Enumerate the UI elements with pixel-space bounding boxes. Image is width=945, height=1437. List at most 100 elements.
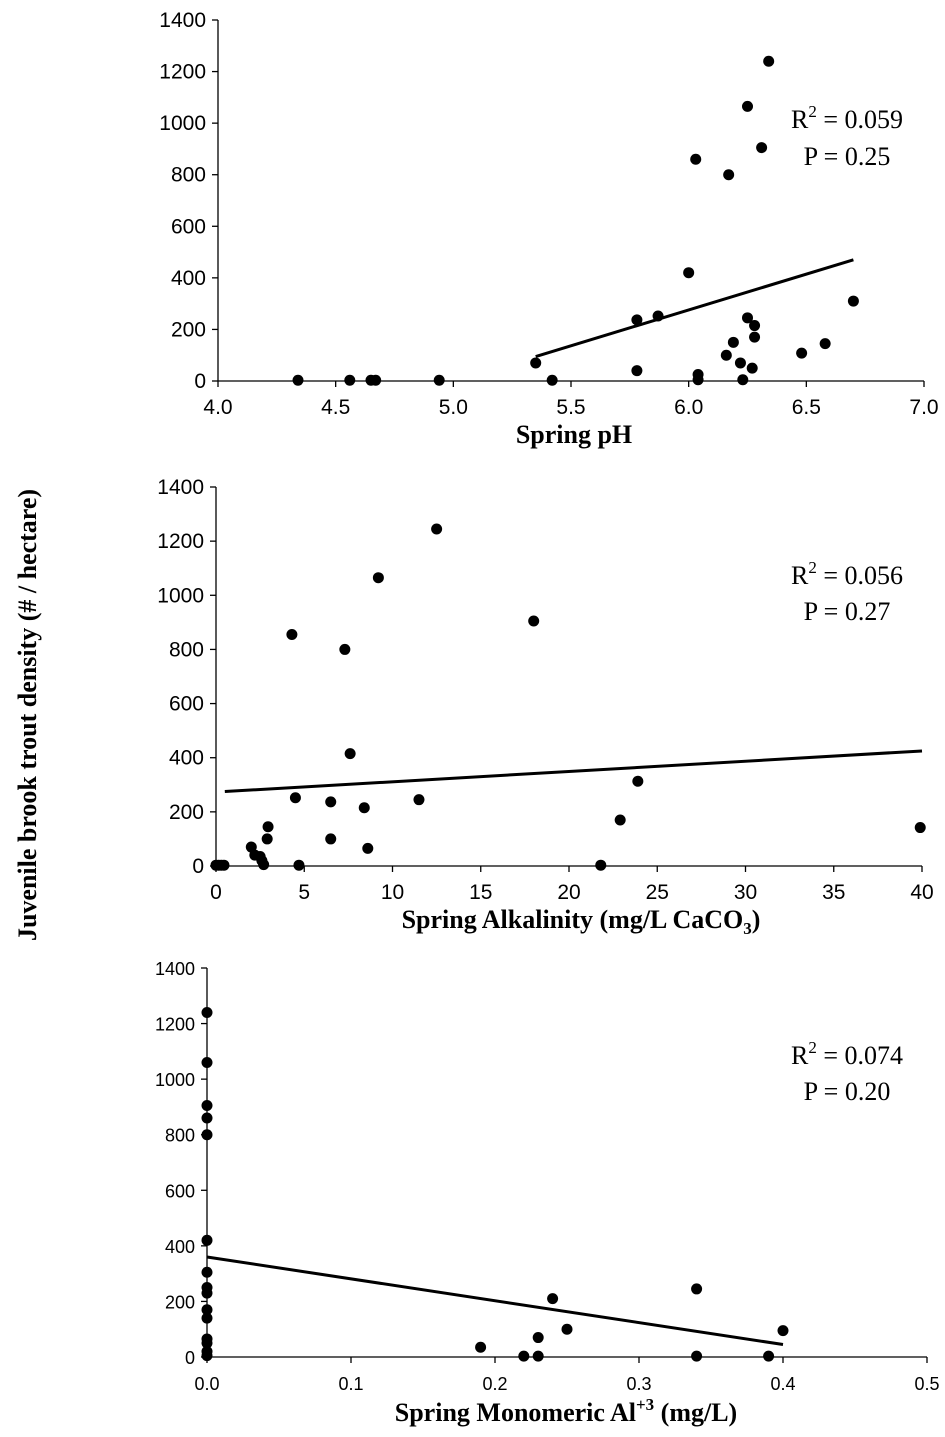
data-point	[595, 859, 607, 871]
data-point	[631, 314, 643, 326]
x-axis-label-ph: Spring pH	[516, 420, 632, 449]
data-point	[413, 794, 425, 806]
data-point	[819, 338, 831, 350]
data-point	[289, 792, 301, 804]
data-point	[286, 629, 298, 641]
data-point	[763, 55, 775, 67]
y-tick-label: 1400	[155, 959, 195, 979]
data-point	[201, 1234, 213, 1246]
data-point	[749, 331, 761, 343]
data-point	[914, 822, 926, 834]
panel-monomeric-al: Spring Monomeric Al+3 (mg/L) 0 200 400 600 8…	[155, 959, 940, 1427]
data-point	[201, 1312, 213, 1324]
r-squared-annotation: R2 = 0.059	[791, 102, 903, 134]
data-point	[631, 365, 643, 377]
data-point	[546, 374, 558, 386]
data-point	[532, 1350, 544, 1362]
x-tick-label: 15	[469, 881, 492, 904]
r-squared-value: = 0.074	[817, 1041, 903, 1070]
data-point	[325, 796, 337, 808]
x-axis-label-al-main: Spring Monomeric Al	[395, 1398, 636, 1427]
data-point	[358, 802, 370, 814]
y-tick-label: 200	[165, 1292, 195, 1312]
p-value-annotation: P = 0.20	[804, 1077, 891, 1106]
regression-line	[206, 1255, 784, 1346]
data-point	[325, 833, 337, 845]
r-squared-annotation: R2 = 0.056	[791, 558, 903, 590]
data-point	[532, 1332, 544, 1344]
y-tick-label: 1200	[159, 61, 206, 84]
data-point	[777, 1325, 789, 1337]
data-point	[632, 775, 644, 787]
x-axis-label-al-sup: +3	[636, 1395, 654, 1414]
x-tick-label: 20	[557, 881, 580, 904]
data-point	[218, 859, 230, 871]
data-point	[475, 1341, 487, 1353]
data-point	[258, 859, 270, 871]
data-point	[262, 821, 274, 833]
data-point	[720, 349, 732, 361]
data-point	[201, 1112, 213, 1124]
data-point	[746, 362, 758, 374]
panel-alkalinity: Spring Alkalinity (mg/L CaCO3) 020040060…	[157, 476, 933, 938]
x-axis-label-alkalinity-main: Spring Alkalinity (mg/L CaCO	[402, 905, 744, 934]
y-tick-label: 200	[169, 801, 204, 824]
y-tick-label: 1400	[157, 476, 204, 499]
y-tick-label: 600	[169, 693, 204, 716]
data-point	[723, 169, 735, 181]
data-point	[292, 374, 304, 386]
x-tick-label: 0.5	[914, 1374, 939, 1394]
data-point	[652, 310, 664, 322]
data-point	[742, 100, 753, 112]
data-point	[561, 1323, 573, 1335]
r-squared-annotation: R2 = 0.074	[791, 1038, 903, 1070]
y-tick-label: 600	[165, 1181, 195, 1201]
y-tick-label: 0	[185, 1348, 195, 1368]
y-tick-label: 400	[165, 1237, 195, 1257]
data-point	[362, 842, 374, 854]
r-squared-superscript: 2	[808, 1038, 817, 1057]
y-tick-label: 1400	[159, 9, 206, 32]
data-point	[691, 1350, 703, 1362]
x-tick-label: 6.0	[674, 396, 703, 419]
data-point	[690, 153, 702, 165]
x-tick-label: 40	[910, 881, 933, 904]
data-point	[201, 1266, 213, 1278]
data-point	[847, 295, 859, 307]
data-point	[742, 312, 753, 324]
x-tick-label: 5.5	[556, 396, 585, 419]
data-point	[201, 1006, 213, 1018]
y-tick-label: 1000	[159, 112, 206, 135]
x-tick-label: 0	[210, 881, 222, 904]
y-tick-label: 800	[169, 638, 204, 661]
x-axis-label-alkalinity-end: )	[752, 905, 761, 934]
data-point	[261, 833, 273, 845]
x-axis-label-al: Spring Monomeric Al+3 (mg/L)	[395, 1395, 737, 1427]
data-point	[370, 374, 382, 386]
r-squared-letter: R	[791, 561, 809, 590]
data-point	[528, 615, 540, 627]
y-tick-label: 400	[171, 267, 206, 290]
panel-ph: Spring pH 0 200 400 600 800 1000 1200 1400 4.0 4.…	[159, 9, 938, 449]
data-point	[293, 859, 305, 871]
data-point	[339, 643, 351, 655]
data-point	[344, 374, 356, 386]
x-tick-label: 0.2	[482, 1374, 507, 1394]
x-tick-label: 5	[298, 881, 310, 904]
x-axis-label-alkalinity: Spring Alkalinity (mg/L CaCO3)	[402, 905, 761, 938]
x-tick-label: 35	[822, 881, 845, 904]
r-squared-letter: R	[791, 105, 809, 134]
y-tick-label: 200	[171, 318, 206, 341]
x-tick-label: 0.0	[194, 1374, 219, 1394]
x-tick-label: 6.5	[792, 396, 821, 419]
data-point	[614, 814, 626, 826]
shared-y-axis-label: Juvenile brook trout density (# / hectar…	[13, 489, 42, 941]
r-squared-letter: R	[791, 1041, 809, 1070]
data-point	[796, 347, 808, 359]
r-squared-superscript: 2	[808, 558, 817, 577]
data-point	[372, 572, 384, 584]
x-tick-label: 10	[381, 881, 404, 904]
p-value-annotation: P = 0.27	[804, 597, 891, 626]
data-point	[734, 357, 746, 369]
